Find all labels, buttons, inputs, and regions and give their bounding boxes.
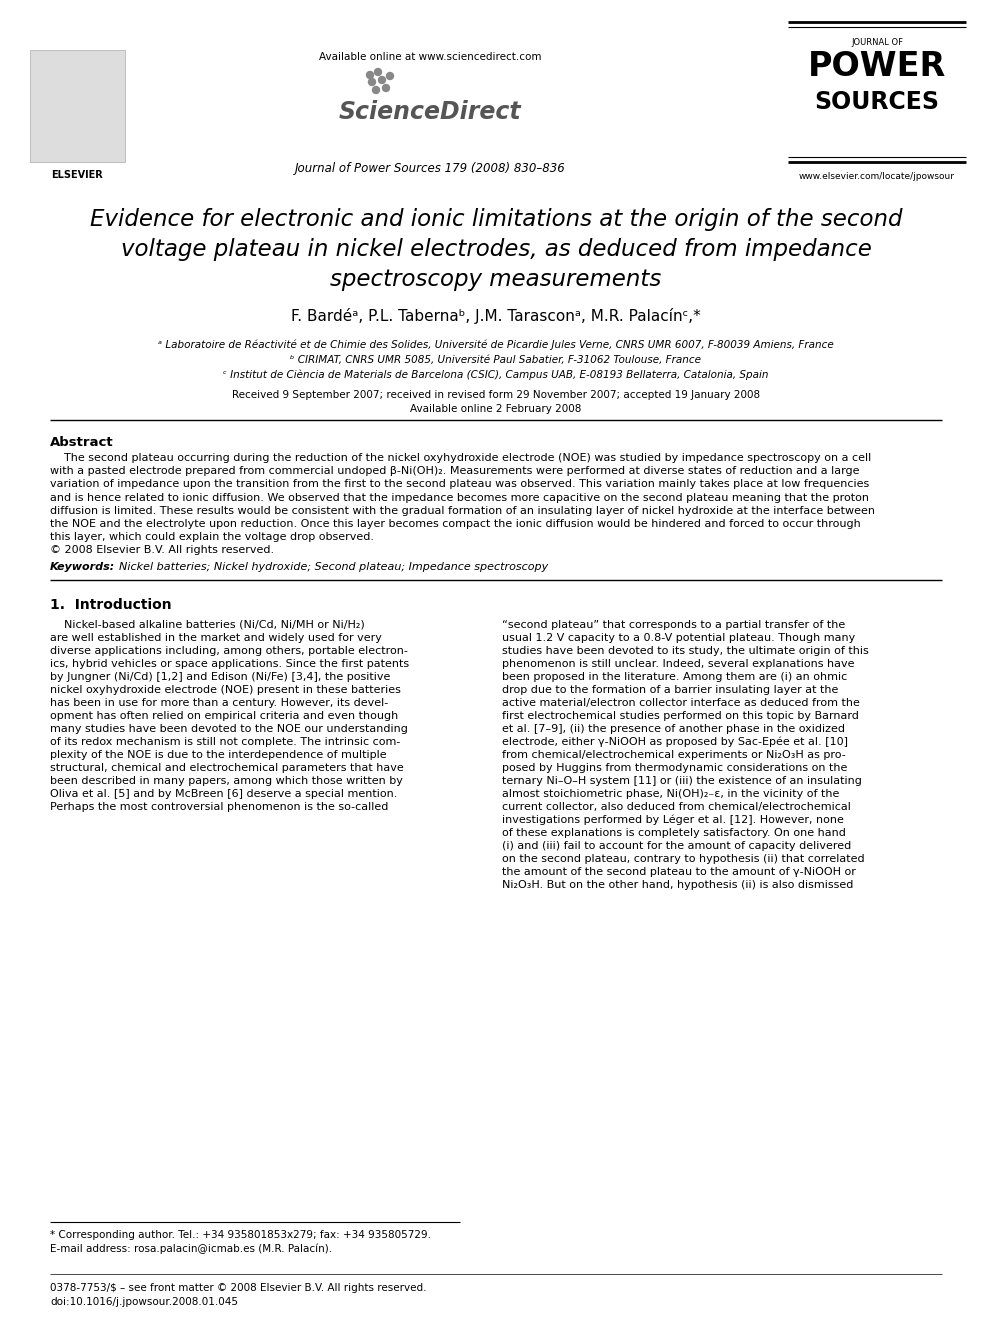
Text: and is hence related to ionic diffusion. We observed that the impedance becomes : and is hence related to ionic diffusion.… (50, 492, 869, 503)
Text: SOURCES: SOURCES (814, 90, 939, 114)
Text: Keywords:: Keywords: (50, 561, 115, 572)
Text: been described in many papers, among which those written by: been described in many papers, among whi… (50, 775, 403, 786)
Text: doi:10.1016/j.jpowsour.2008.01.045: doi:10.1016/j.jpowsour.2008.01.045 (50, 1297, 238, 1307)
Text: Evidence for electronic and ionic limitations at the origin of the second: Evidence for electronic and ionic limita… (89, 208, 903, 232)
Text: “second plateau” that corresponds to a partial transfer of the: “second plateau” that corresponds to a p… (502, 619, 845, 630)
Bar (30, 50, 125, 161)
Text: current collector, also deduced from chemical/electrochemical: current collector, also deduced from che… (502, 802, 851, 811)
Text: drop due to the formation of a barrier insulating layer at the: drop due to the formation of a barrier i… (502, 684, 838, 695)
Text: et al. [7–9], (ii) the presence of another phase in the oxidized: et al. [7–9], (ii) the presence of anoth… (502, 724, 845, 733)
Text: * Corresponding author. Tel.: +34 935801853x279; fax: +34 935805729.: * Corresponding author. Tel.: +34 935801… (50, 1230, 431, 1240)
Text: posed by Huggins from thermodynamic considerations on the: posed by Huggins from thermodynamic cons… (502, 762, 847, 773)
Text: ternary Ni–O–H system [11] or (iii) the existence of an insulating: ternary Ni–O–H system [11] or (iii) the … (502, 775, 862, 786)
Text: of its redox mechanism is still not complete. The intrinsic com-: of its redox mechanism is still not comp… (50, 737, 401, 746)
Text: voltage plateau in nickel electrodes, as deduced from impedance: voltage plateau in nickel electrodes, as… (121, 238, 871, 261)
Text: ELSEVIER: ELSEVIER (52, 169, 103, 180)
Circle shape (379, 77, 386, 83)
Text: ScienceDirect: ScienceDirect (338, 101, 522, 124)
Text: © 2008 Elsevier B.V. All rights reserved.: © 2008 Elsevier B.V. All rights reserved… (50, 545, 274, 556)
Text: ics, hybrid vehicles or space applications. Since the first patents: ics, hybrid vehicles or space applicatio… (50, 659, 409, 668)
Circle shape (375, 69, 382, 75)
Text: 0378-7753/$ – see front matter © 2008 Elsevier B.V. All rights reserved.: 0378-7753/$ – see front matter © 2008 El… (50, 1283, 427, 1293)
Text: been proposed in the literature. Among them are (i) an ohmic: been proposed in the literature. Among t… (502, 672, 847, 681)
Text: this layer, which could explain the voltage drop observed.: this layer, which could explain the volt… (50, 532, 374, 542)
Text: of these explanations is completely satisfactory. On one hand: of these explanations is completely sati… (502, 828, 846, 837)
Text: ᵃ Laboratoire de Réactivité et de Chimie des Solides, Université de Picardie Jul: ᵃ Laboratoire de Réactivité et de Chimie… (158, 340, 834, 351)
Text: F. Bardéᵃ, P.L. Tabernaᵇ, J.M. Tarasconᵃ, M.R. Palacínᶜ,*: F. Bardéᵃ, P.L. Tabernaᵇ, J.M. Tarasconᵃ… (291, 308, 701, 324)
Text: almost stoichiometric phase, Ni(OH)₂₋ε, in the vicinity of the: almost stoichiometric phase, Ni(OH)₂₋ε, … (502, 789, 839, 799)
Text: plexity of the NOE is due to the interdependence of multiple: plexity of the NOE is due to the interde… (50, 750, 387, 759)
Text: JOURNAL OF: JOURNAL OF (851, 38, 903, 48)
Text: Oliva et al. [5] and by McBreen [6] deserve a special mention.: Oliva et al. [5] and by McBreen [6] dese… (50, 789, 398, 799)
Text: E-mail address: rosa.palacin@icmab.es (M.R. Palacín).: E-mail address: rosa.palacin@icmab.es (M… (50, 1244, 332, 1254)
Text: Nickel batteries; Nickel hydroxide; Second plateau; Impedance spectroscopy: Nickel batteries; Nickel hydroxide; Seco… (112, 561, 549, 572)
Text: phenomenon is still unclear. Indeed, several explanations have: phenomenon is still unclear. Indeed, sev… (502, 659, 854, 668)
Text: Abstract: Abstract (50, 437, 114, 448)
Text: Available online 2 February 2008: Available online 2 February 2008 (411, 404, 581, 414)
Circle shape (366, 71, 374, 78)
Circle shape (373, 86, 380, 94)
Text: (i) and (iii) fail to account for the amount of capacity delivered: (i) and (iii) fail to account for the am… (502, 840, 851, 851)
Text: nickel oxyhydroxide electrode (NOE) present in these batteries: nickel oxyhydroxide electrode (NOE) pres… (50, 684, 401, 695)
Text: Ni₂O₃H. But on the other hand, hypothesis (ii) is also dismissed: Ni₂O₃H. But on the other hand, hypothesi… (502, 880, 853, 889)
Text: ᶜ Institut de Ciència de Materials de Barcelona (CSIC), Campus UAB, E-08193 Bell: ᶜ Institut de Ciència de Materials de Ba… (223, 370, 769, 381)
Text: Perhaps the most controversial phenomenon is the so-called: Perhaps the most controversial phenomeno… (50, 802, 389, 811)
Text: diverse applications including, among others, portable electron-: diverse applications including, among ot… (50, 646, 408, 656)
Text: has been in use for more than a century. However, its devel-: has been in use for more than a century.… (50, 697, 388, 708)
Text: The second plateau occurring during the reduction of the nickel oxyhydroxide ele: The second plateau occurring during the … (50, 452, 871, 463)
Text: the NOE and the electrolyte upon reduction. Once this layer becomes compact the : the NOE and the electrolyte upon reducti… (50, 519, 861, 529)
Bar (788, 20, 966, 161)
Text: 1.  Introduction: 1. Introduction (50, 598, 172, 611)
Text: ᵇ CIRIMAT, CNRS UMR 5085, Université Paul Sabatier, F-31062 Toulouse, France: ᵇ CIRIMAT, CNRS UMR 5085, Université Pau… (291, 355, 701, 365)
Text: from chemical/electrochemical experiments or Ni₂O₃H as pro-: from chemical/electrochemical experiment… (502, 750, 846, 759)
Text: diffusion is limited. These results would be consistent with the gradual formati: diffusion is limited. These results woul… (50, 505, 875, 516)
Text: structural, chemical and electrochemical parameters that have: structural, chemical and electrochemical… (50, 762, 404, 773)
Text: studies have been devoted to its study, the ultimate origin of this: studies have been devoted to its study, … (502, 646, 869, 656)
Text: POWER: POWER (807, 50, 946, 83)
Text: Received 9 September 2007; received in revised form 29 November 2007; accepted 1: Received 9 September 2007; received in r… (232, 390, 760, 400)
Circle shape (383, 85, 390, 91)
Text: Journal of Power Sources 179 (2008) 830–836: Journal of Power Sources 179 (2008) 830–… (295, 161, 565, 175)
Text: electrode, either γ-NiOOH as proposed by Sac-Epée et al. [10]: electrode, either γ-NiOOH as proposed by… (502, 737, 848, 747)
Text: opment has often relied on empirical criteria and even though: opment has often relied on empirical cri… (50, 710, 398, 721)
Text: the amount of the second plateau to the amount of γ-NiOOH or: the amount of the second plateau to the … (502, 867, 856, 877)
Text: Available online at www.sciencedirect.com: Available online at www.sciencedirect.co… (318, 52, 542, 62)
Circle shape (368, 78, 376, 86)
Text: are well established in the market and widely used for very: are well established in the market and w… (50, 632, 382, 643)
Text: www.elsevier.com/locate/jpowsour: www.elsevier.com/locate/jpowsour (799, 172, 955, 181)
Text: investigations performed by Léger et al. [12]. However, none: investigations performed by Léger et al.… (502, 815, 844, 826)
Text: usual 1.2 V capacity to a 0.8-V potential plateau. Though many: usual 1.2 V capacity to a 0.8-V potentia… (502, 632, 855, 643)
Text: active material/electron collector interface as deduced from the: active material/electron collector inter… (502, 697, 860, 708)
Text: Nickel-based alkaline batteries (Ni/Cd, Ni/MH or Ni/H₂): Nickel-based alkaline batteries (Ni/Cd, … (50, 619, 365, 630)
Text: by Jungner (Ni/Cd) [1,2] and Edison (Ni/Fe) [3,4], the positive: by Jungner (Ni/Cd) [1,2] and Edison (Ni/… (50, 672, 391, 681)
Text: with a pasted electrode prepared from commercial undoped β-Ni(OH)₂. Measurements: with a pasted electrode prepared from co… (50, 466, 859, 476)
Text: spectroscopy measurements: spectroscopy measurements (330, 269, 662, 291)
Circle shape (387, 73, 394, 79)
Text: variation of impedance upon the transition from the first to the second plateau : variation of impedance upon the transiti… (50, 479, 869, 490)
Text: first electrochemical studies performed on this topic by Barnard: first electrochemical studies performed … (502, 710, 859, 721)
Text: many studies have been devoted to the NOE our understanding: many studies have been devoted to the NO… (50, 724, 408, 733)
Text: on the second plateau, contrary to hypothesis (ii) that correlated: on the second plateau, contrary to hypot… (502, 853, 865, 864)
